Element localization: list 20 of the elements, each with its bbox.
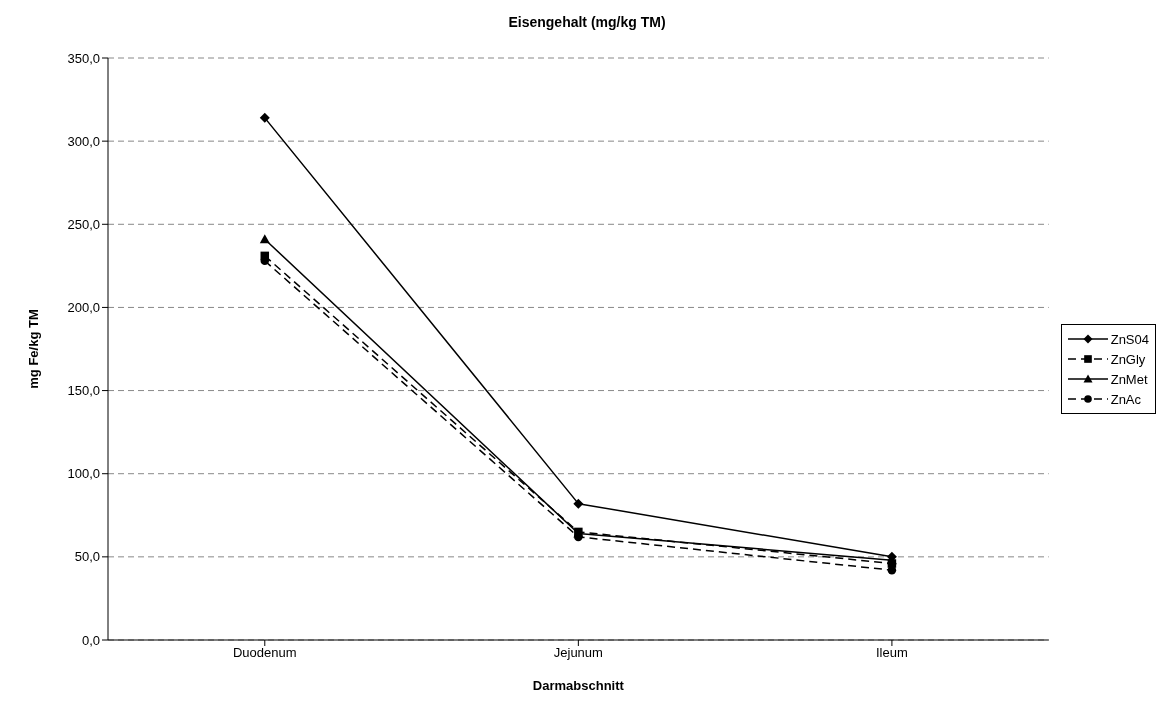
chart-title: Eisengehalt (mg/kg TM) [507, 13, 667, 32]
y-tick-label: 50,0 [74, 549, 100, 565]
y-axis-title: mg Fe/kg TM [25, 309, 41, 389]
y-tick-label: 100,0 [67, 466, 100, 482]
legend-label: ZnS04 [1110, 331, 1149, 347]
y-tick-label: 0,0 [81, 632, 100, 648]
point [573, 498, 584, 509]
x-tick-label: Ileum [876, 645, 908, 661]
y-tick-label: 250,0 [67, 216, 100, 232]
y-tick-label: 200,0 [67, 300, 100, 316]
legend-label: ZnMet [1110, 371, 1148, 387]
y-tick-label: 350,0 [67, 50, 100, 66]
x-tick-label: Duodenum [232, 645, 297, 661]
point [259, 112, 270, 123]
y-tick-label: 150,0 [67, 383, 100, 399]
x-axis-title: Darmabschnitt [532, 678, 625, 693]
x-tick-label: Jejunum [553, 645, 603, 661]
y-tick-label: 300,0 [67, 133, 100, 149]
legend-label: ZnGly [1110, 351, 1146, 367]
legend-label: ZnAc [1110, 391, 1142, 407]
